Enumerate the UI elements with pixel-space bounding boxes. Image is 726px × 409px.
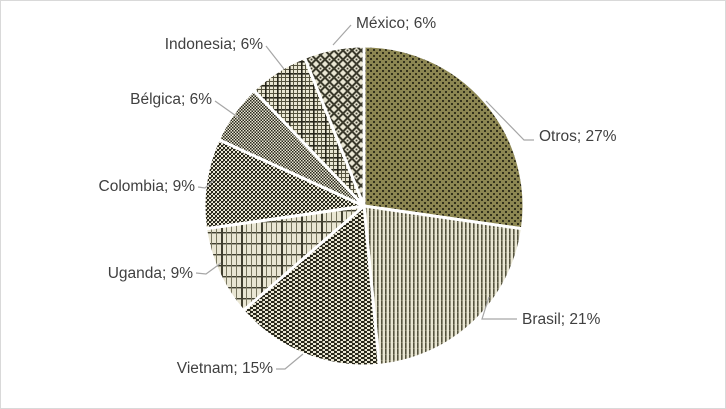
leader-line-uganda [195, 262, 222, 275]
pie-slice-brasil [362, 204, 524, 367]
slice-label-vietnam: Vietnam; 15% [177, 360, 273, 377]
slice-label-uganda: Uganda; 9% [108, 265, 194, 282]
leader-line-belgica [214, 100, 240, 119]
leader-line-vietnam [276, 353, 304, 370]
leader-line-indonesia [265, 45, 285, 70]
pie-slice-colombia [202, 138, 366, 231]
leader-line-brasil [481, 296, 517, 320]
slice-label-otros: Otros; 27% [539, 128, 617, 145]
slice-label-colombia: Colombia; 9% [99, 178, 196, 195]
leader-line-colombia [197, 179, 215, 189]
pie-slice-vietnam [241, 204, 381, 368]
slice-label-mexico: México; 6% [356, 15, 436, 32]
slice-label-belgica: Bélgica; 6% [130, 91, 212, 108]
pie-slice-mexico [303, 44, 366, 208]
leader-line-mexico [332, 24, 352, 46]
slice-label-indonesia: Indonesia; 6% [165, 36, 263, 53]
slice-label-brasil: Brasil; 21% [522, 311, 601, 328]
pie-slice-otros [362, 44, 526, 231]
pie-slice-uganda [204, 204, 366, 313]
leader-line-otros [485, 100, 534, 141]
